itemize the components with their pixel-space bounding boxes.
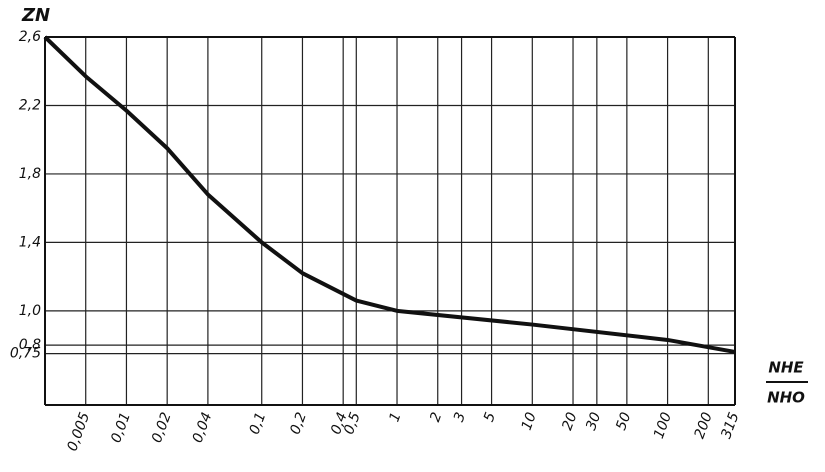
x-axis-label-denominator: NHO [767,389,805,407]
x-tick-label: 0,01 [108,410,134,445]
x-tick-label: 5 [481,410,499,424]
x-tick-label: 2 [427,410,445,424]
x-tick-label: 100 [651,410,675,441]
y-tick-label: 1,8 [19,166,41,182]
x-tick-label: 0,02 [149,410,175,445]
x-tick-label: 20 [559,410,580,432]
x-tick-label: 1 [386,410,404,424]
y-tick-label: 2,2 [19,97,41,113]
x-tick-label: 315 [718,410,742,441]
y-tick-label: 0,8 [19,337,41,353]
y-tick-label: 1,4 [19,234,41,250]
x-tick-label: 0,1 [247,410,270,436]
x-tick-label: 0,2 [287,410,310,436]
y-tick-label: 0,75 [10,346,41,362]
y-axis-label: ZN [21,5,50,26]
x-tick-label: 0,5 [341,410,364,436]
x-tick-label: 3 [451,410,469,424]
x-tick-label: 30 [583,410,604,432]
y-tick-label: 2,6 [19,29,41,45]
x-tick-label: 200 [692,410,716,441]
y-tick-label: 1,0 [19,303,41,319]
x-tick-label: 0,4 [328,410,351,436]
x-tick-label: 0,005 [64,410,93,453]
x-tick-label: 10 [519,410,540,432]
x-tick-label: 50 [613,410,634,432]
x-tick-label: 0,04 [190,410,216,445]
x-axis-label-numerator: NHE [768,359,804,377]
data-line [43,35,736,354]
